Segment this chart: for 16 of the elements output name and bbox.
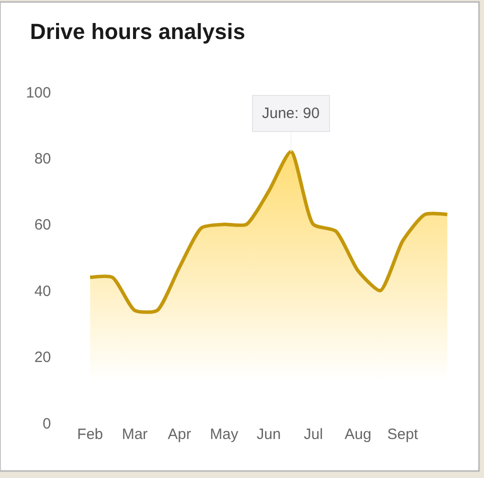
y-tick-label: 80 bbox=[34, 150, 51, 168]
annotation: June: 90 bbox=[262, 105, 320, 122]
x-tick-label: Apr bbox=[168, 426, 192, 443]
chart-title: Drive hours analysis bbox=[30, 18, 246, 44]
y-tick-label: 0 bbox=[42, 415, 51, 432]
x-tick-label: Sept bbox=[387, 426, 419, 443]
y-tick-label: 100 bbox=[26, 84, 51, 102]
x-tick-label: Mar bbox=[122, 426, 148, 443]
x-tick-label: Jun bbox=[256, 426, 281, 443]
x-tick-label: Aug bbox=[344, 426, 372, 443]
y-tick-label: 60 bbox=[34, 216, 51, 234]
y-tick-label: 40 bbox=[34, 282, 51, 300]
y-tick-label: 20 bbox=[34, 349, 51, 366]
x-tick-label: Feb bbox=[77, 426, 104, 443]
x-tick-label: May bbox=[210, 426, 239, 443]
x-tick-label: Jul bbox=[304, 426, 323, 443]
